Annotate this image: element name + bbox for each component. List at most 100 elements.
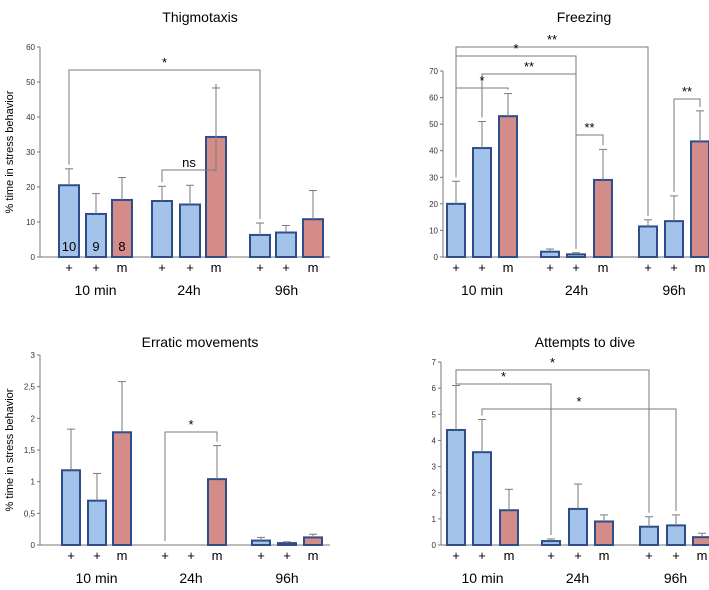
chart-title: Attempts to dive bbox=[535, 334, 636, 350]
y-axis-label: % time in stress behavior bbox=[4, 90, 16, 213]
group-label: 96h bbox=[664, 570, 687, 586]
significance-label: ** bbox=[584, 120, 594, 135]
y-tick-label: 20 bbox=[26, 183, 35, 192]
category-label: + bbox=[546, 260, 554, 275]
group-label: 24h bbox=[566, 570, 589, 586]
significance-label: * bbox=[479, 73, 484, 88]
y-tick-label: 4 bbox=[432, 436, 437, 445]
group-label: 24h bbox=[177, 282, 200, 298]
significance-label: ns bbox=[182, 155, 196, 170]
significance-label: * bbox=[576, 394, 581, 409]
category-label: + bbox=[645, 548, 653, 563]
group-label: 10 min bbox=[461, 570, 503, 586]
group-label: 10 min bbox=[461, 282, 503, 298]
bar bbox=[151, 200, 173, 258]
category-label: m bbox=[695, 260, 706, 275]
y-tick-label: 60 bbox=[429, 94, 438, 103]
y-tick-label: 1,5 bbox=[24, 446, 36, 455]
category-label: + bbox=[574, 548, 582, 563]
significance-label: ** bbox=[524, 59, 534, 74]
significance-bracket bbox=[68, 69, 261, 220]
y-tick-label: 6 bbox=[432, 384, 437, 393]
category-label: m bbox=[599, 548, 610, 563]
bar bbox=[498, 115, 518, 258]
bar bbox=[666, 524, 686, 547]
category-label: + bbox=[92, 260, 100, 275]
group-label: 96h bbox=[275, 570, 298, 586]
category-label: + bbox=[93, 548, 101, 563]
bar bbox=[302, 218, 324, 258]
bar bbox=[692, 536, 709, 547]
category-label: + bbox=[478, 260, 486, 275]
y-tick-label: 3 bbox=[432, 463, 437, 472]
category-label: + bbox=[67, 548, 75, 563]
significance-label: * bbox=[188, 417, 193, 432]
y-axis-label: % time in stress behavior bbox=[4, 388, 16, 511]
significance-bracket bbox=[455, 381, 552, 535]
category-label: + bbox=[158, 260, 166, 275]
group-label: 10 min bbox=[75, 570, 117, 586]
y-tick-label: 10 bbox=[26, 218, 35, 227]
sample-size-label: 10 bbox=[62, 239, 76, 254]
bar bbox=[277, 542, 297, 546]
bar bbox=[499, 509, 519, 547]
category-label: + bbox=[670, 260, 678, 275]
bar bbox=[446, 202, 466, 259]
category-label: m bbox=[212, 548, 223, 563]
significance-bracket bbox=[673, 98, 701, 192]
significance-label: * bbox=[162, 55, 167, 70]
category-label: + bbox=[283, 548, 291, 563]
y-tick-label: 2,5 bbox=[24, 383, 36, 392]
significance-bracket bbox=[481, 408, 677, 511]
category-label: + bbox=[282, 260, 290, 275]
category-label: + bbox=[257, 548, 265, 563]
sample-size-label: 9 bbox=[92, 239, 99, 254]
category-label: + bbox=[65, 260, 73, 275]
category-label: + bbox=[644, 260, 652, 275]
category-label: + bbox=[547, 548, 555, 563]
category-label: m bbox=[117, 260, 128, 275]
y-tick-label: 20 bbox=[429, 200, 438, 209]
y-tick-label: 30 bbox=[429, 173, 438, 182]
significance-label: * bbox=[513, 41, 518, 56]
category-label: + bbox=[452, 548, 460, 563]
bar bbox=[593, 178, 613, 258]
category-label: + bbox=[187, 548, 195, 563]
bar bbox=[541, 540, 561, 546]
significance-bracket bbox=[164, 431, 218, 541]
category-label: m bbox=[504, 548, 515, 563]
bar bbox=[638, 225, 658, 258]
y-tick-label: 1 bbox=[432, 515, 437, 524]
y-tick-label: 40 bbox=[429, 147, 438, 156]
y-tick-label: 60 bbox=[26, 43, 35, 52]
panel-2: Erratic movements 0 0,5 1 1,5 2 2,5 3 % time in … bbox=[4, 334, 330, 586]
bar bbox=[566, 253, 586, 258]
group-label: 24h bbox=[179, 570, 202, 586]
bar bbox=[664, 220, 684, 258]
chart-title: Freezing bbox=[557, 9, 611, 25]
bar bbox=[179, 203, 201, 258]
panel-0: Thigmotaxis 0 10 20 30 40 50 60 % time in stress… bbox=[4, 9, 330, 298]
category-label: m bbox=[308, 260, 319, 275]
category-label: m bbox=[211, 260, 222, 275]
y-tick-label: 50 bbox=[26, 78, 35, 87]
bar bbox=[472, 147, 492, 258]
y-tick-label: 0 bbox=[31, 253, 36, 262]
y-tick-label: 7 bbox=[432, 358, 437, 367]
bar bbox=[87, 499, 107, 546]
y-tick-label: 30 bbox=[26, 148, 35, 157]
y-tick-label: 10 bbox=[429, 226, 438, 235]
bar bbox=[540, 250, 560, 259]
category-label: + bbox=[452, 260, 460, 275]
category-label: + bbox=[256, 260, 264, 275]
y-tick-label: 50 bbox=[429, 120, 438, 129]
chart-title: Erratic movements bbox=[142, 334, 259, 350]
y-tick-label: 5 bbox=[432, 410, 437, 419]
category-label: m bbox=[117, 548, 128, 563]
y-tick-label: 0 bbox=[432, 541, 437, 550]
y-tick-label: 40 bbox=[26, 113, 35, 122]
significance-bracket bbox=[455, 369, 650, 513]
category-label: m bbox=[697, 548, 708, 563]
group-label: 10 min bbox=[74, 282, 116, 298]
